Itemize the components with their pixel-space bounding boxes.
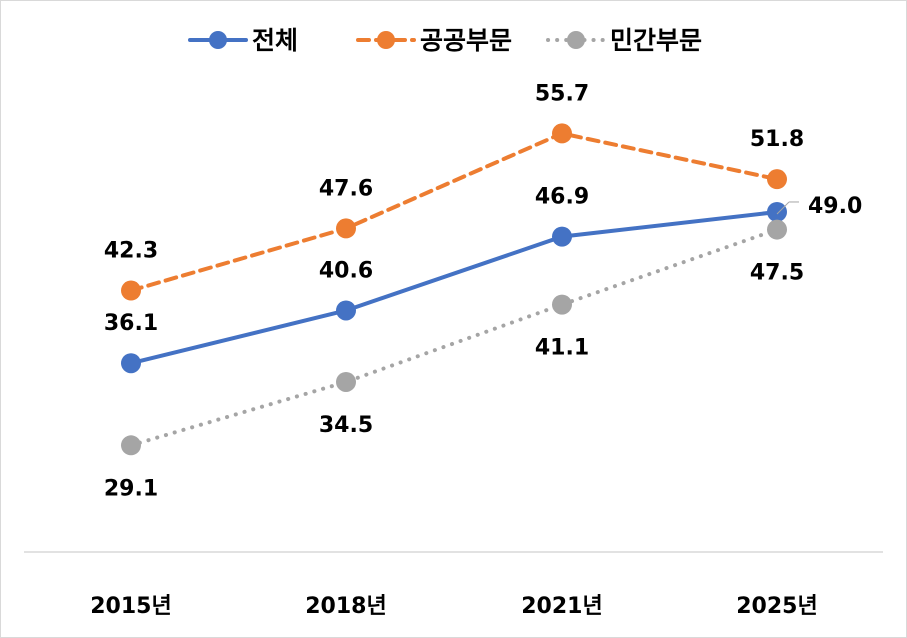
data-label: 47.5 [750, 261, 804, 286]
data-labels: 36.1 40.6 46.9 49.0 42.3 47.6 55.7 51.8 29.1 34.5… [104, 81, 862, 501]
data-point [552, 226, 572, 247]
series-layer [121, 123, 787, 456]
leader-line [776, 201, 790, 215]
data-label: 49.0 [808, 194, 862, 219]
legend-item: 민간부문 [546, 26, 702, 55]
data-label: 42.3 [104, 239, 158, 264]
data-label: 29.1 [104, 476, 158, 501]
legend-label: 공공부문 [420, 26, 512, 55]
x-tick-label: 2021년 [521, 594, 602, 619]
x-tick-label: 2018년 [305, 594, 386, 619]
legend-marker [377, 31, 395, 49]
data-point [552, 294, 572, 315]
data-point [121, 435, 141, 456]
legend-marker [209, 31, 227, 49]
data-point [767, 169, 787, 190]
data-point [552, 123, 572, 144]
series-line [129, 131, 779, 293]
legend-label: 전체 [252, 26, 298, 55]
data-point [121, 353, 141, 374]
legend-item: 공공부문 [356, 26, 512, 55]
data-label: 36.1 [104, 311, 158, 336]
data-point [767, 201, 787, 222]
data-point [121, 280, 141, 301]
x-axis-tick-labels: 2015년 2018년 2021년 2025년 [90, 594, 817, 619]
x-tick-label: 2025년 [736, 594, 817, 619]
data-label: 47.6 [319, 176, 373, 201]
data-label: 40.6 [319, 258, 373, 283]
x-tick-label: 2015년 [90, 594, 171, 619]
data-point [767, 219, 787, 240]
data-label: 41.1 [535, 336, 589, 361]
legend-item: 전체 [188, 26, 298, 55]
series-1 [121, 201, 787, 374]
data-label: 34.5 [319, 413, 373, 438]
data-label: 51.8 [750, 127, 804, 152]
legend-label: 민간부문 [610, 26, 702, 55]
data-label: 55.7 [535, 81, 589, 106]
data-label: 46.9 [535, 185, 589, 210]
data-point [336, 371, 356, 392]
data-point [336, 218, 356, 239]
legend-marker [567, 31, 585, 49]
series-3 [121, 219, 787, 456]
legend: 전체 공공부문 민간부문 [188, 26, 702, 55]
data-point [336, 300, 356, 321]
series-line [129, 209, 779, 366]
series-2 [121, 123, 787, 301]
